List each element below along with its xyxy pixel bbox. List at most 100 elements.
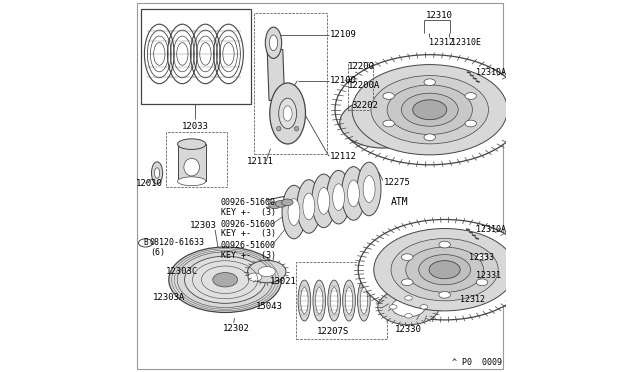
Text: 12112: 12112 bbox=[330, 152, 357, 161]
Text: (6): (6) bbox=[150, 248, 165, 257]
Text: 12303: 12303 bbox=[190, 221, 217, 230]
Ellipse shape bbox=[401, 279, 413, 286]
Ellipse shape bbox=[278, 98, 296, 129]
Ellipse shape bbox=[392, 297, 426, 317]
Ellipse shape bbox=[270, 83, 305, 144]
Bar bbox=[141, 9, 251, 104]
Text: 12330: 12330 bbox=[395, 325, 422, 334]
Ellipse shape bbox=[363, 176, 375, 202]
Text: KEY +-  (3): KEY +- (3) bbox=[221, 251, 276, 260]
Ellipse shape bbox=[177, 139, 206, 150]
Ellipse shape bbox=[333, 184, 344, 211]
Ellipse shape bbox=[326, 170, 351, 224]
Text: 12200A: 12200A bbox=[348, 81, 381, 90]
Ellipse shape bbox=[312, 174, 335, 228]
Ellipse shape bbox=[282, 199, 293, 206]
Text: 12310: 12310 bbox=[426, 11, 452, 20]
Bar bbox=[177, 144, 206, 181]
Ellipse shape bbox=[346, 288, 353, 314]
Text: 13021: 13021 bbox=[270, 278, 297, 286]
Text: KEY +-  (3): KEY +- (3) bbox=[221, 230, 276, 238]
Text: 12207S: 12207S bbox=[317, 327, 349, 336]
Ellipse shape bbox=[404, 296, 412, 300]
Text: 12312: 12312 bbox=[429, 38, 454, 47]
Text: ATM: ATM bbox=[390, 197, 408, 206]
Ellipse shape bbox=[184, 158, 200, 176]
Text: 00926-51600: 00926-51600 bbox=[221, 241, 276, 250]
Ellipse shape bbox=[476, 254, 488, 260]
Ellipse shape bbox=[342, 280, 355, 321]
Ellipse shape bbox=[406, 247, 483, 292]
Ellipse shape bbox=[248, 260, 286, 283]
Ellipse shape bbox=[269, 35, 278, 51]
Ellipse shape bbox=[275, 201, 287, 207]
Ellipse shape bbox=[439, 241, 451, 248]
Ellipse shape bbox=[177, 177, 206, 186]
Circle shape bbox=[294, 126, 299, 131]
Ellipse shape bbox=[298, 280, 310, 321]
Ellipse shape bbox=[387, 85, 472, 135]
Polygon shape bbox=[267, 49, 285, 100]
Text: 12303A: 12303A bbox=[152, 293, 185, 302]
Ellipse shape bbox=[429, 261, 460, 279]
Text: B: B bbox=[143, 238, 148, 247]
Text: 12333: 12333 bbox=[468, 253, 494, 262]
Ellipse shape bbox=[465, 93, 477, 99]
Ellipse shape bbox=[360, 288, 367, 314]
Ellipse shape bbox=[404, 314, 412, 318]
Ellipse shape bbox=[316, 288, 323, 314]
Text: 12200: 12200 bbox=[348, 62, 375, 71]
Ellipse shape bbox=[301, 288, 308, 314]
Ellipse shape bbox=[374, 228, 515, 311]
Ellipse shape bbox=[424, 79, 435, 86]
Ellipse shape bbox=[358, 280, 370, 321]
Text: 12100: 12100 bbox=[330, 76, 357, 85]
Ellipse shape bbox=[391, 238, 498, 301]
Ellipse shape bbox=[383, 93, 394, 99]
Ellipse shape bbox=[352, 65, 508, 155]
Text: 12303C: 12303C bbox=[166, 267, 198, 276]
Ellipse shape bbox=[389, 305, 397, 309]
Ellipse shape bbox=[358, 219, 531, 320]
Ellipse shape bbox=[465, 120, 477, 127]
Ellipse shape bbox=[303, 193, 315, 220]
Ellipse shape bbox=[297, 180, 321, 233]
Ellipse shape bbox=[342, 167, 365, 220]
Ellipse shape bbox=[362, 110, 405, 135]
Text: 12312: 12312 bbox=[460, 295, 485, 304]
Text: 15043: 15043 bbox=[256, 302, 283, 311]
Ellipse shape bbox=[476, 279, 488, 286]
Ellipse shape bbox=[258, 266, 275, 276]
Text: 00926-51600: 00926-51600 bbox=[221, 198, 276, 207]
Ellipse shape bbox=[413, 100, 447, 120]
Ellipse shape bbox=[313, 280, 326, 321]
Text: 12111: 12111 bbox=[246, 157, 273, 166]
Text: ^ P0  0009: ^ P0 0009 bbox=[452, 358, 502, 367]
Text: 00926-51600: 00926-51600 bbox=[221, 220, 276, 229]
Text: 12109: 12109 bbox=[330, 31, 357, 39]
Ellipse shape bbox=[248, 273, 262, 281]
Ellipse shape bbox=[439, 292, 451, 298]
Text: 12310A: 12310A bbox=[476, 68, 506, 77]
Text: 32202: 32202 bbox=[351, 101, 378, 110]
Text: 12331: 12331 bbox=[476, 271, 501, 280]
Text: KEY +-  (3): KEY +- (3) bbox=[221, 208, 276, 217]
Text: 08120-61633: 08120-61633 bbox=[150, 238, 205, 247]
Text: 12310A: 12310A bbox=[476, 225, 506, 234]
Ellipse shape bbox=[243, 270, 266, 284]
Ellipse shape bbox=[383, 120, 394, 127]
Circle shape bbox=[276, 126, 281, 131]
Ellipse shape bbox=[420, 305, 428, 309]
Ellipse shape bbox=[283, 106, 292, 121]
Ellipse shape bbox=[357, 162, 381, 216]
Ellipse shape bbox=[266, 27, 282, 58]
Ellipse shape bbox=[330, 288, 338, 314]
Ellipse shape bbox=[282, 185, 306, 239]
Ellipse shape bbox=[154, 168, 159, 178]
Ellipse shape bbox=[371, 76, 488, 144]
Text: 12010: 12010 bbox=[136, 179, 163, 188]
Ellipse shape bbox=[378, 289, 439, 325]
Ellipse shape bbox=[169, 247, 282, 312]
Ellipse shape bbox=[419, 254, 470, 285]
Ellipse shape bbox=[401, 254, 413, 260]
